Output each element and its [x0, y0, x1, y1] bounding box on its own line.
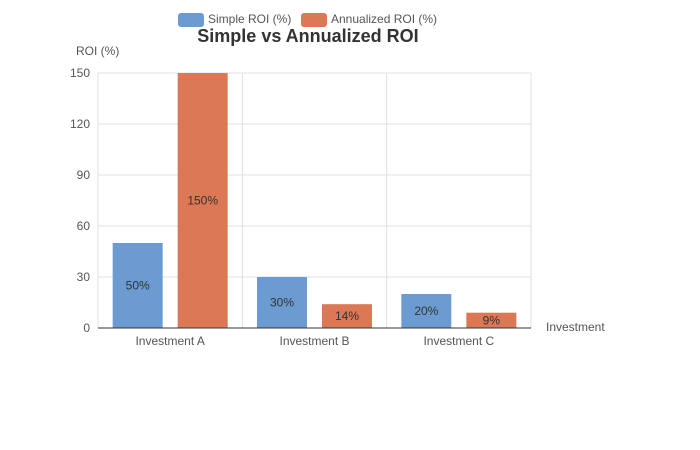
bar-simple-2 [401, 294, 452, 328]
data-label: 150% [187, 194, 218, 208]
y-tick-label: 120 [70, 117, 90, 131]
chart-title: Simple vs Annualized ROI [197, 26, 418, 46]
legend-label-annualized-roi: Annualized ROI (%) [331, 12, 437, 26]
y-tick-label: 0 [83, 321, 90, 335]
x-tick-label: Investment A [135, 334, 204, 348]
x-tick-label: Investment C [423, 334, 494, 348]
bars: 50% 150% 30% 14% 20% 9% [112, 73, 517, 328]
axes: 0 30 60 90 120 150 Investment A Investment B Inv… [70, 66, 531, 348]
bar-annualized-1 [322, 304, 372, 328]
y-tick-label: 90 [77, 168, 91, 182]
bar-annualized-2 [466, 312, 517, 328]
bar-simple-0 [112, 243, 163, 328]
grid [97, 72, 532, 328]
legend-label-simple-roi: Simple ROI (%) [208, 12, 291, 26]
y-tick-label: 60 [77, 219, 91, 233]
x-axis-title: Investment [546, 320, 605, 334]
y-tick-label: 150 [70, 66, 90, 80]
data-label: 30% [270, 296, 294, 310]
data-label: 14% [335, 309, 359, 323]
legend: Simple ROI (%) Annualized ROI (%) [178, 12, 437, 27]
legend-swatch-annualized-roi [301, 13, 327, 27]
x-tick-label: Investment B [279, 334, 349, 348]
y-axis-title: ROI (%) [76, 44, 119, 58]
data-label: 50% [126, 279, 150, 293]
legend-swatch-simple-roi [178, 13, 204, 27]
y-tick-label: 30 [77, 270, 91, 284]
bar-simple-1 [257, 277, 307, 328]
bar-annualized-0 [177, 73, 228, 328]
data-label: 20% [414, 304, 438, 318]
data-label: 9% [483, 313, 501, 327]
